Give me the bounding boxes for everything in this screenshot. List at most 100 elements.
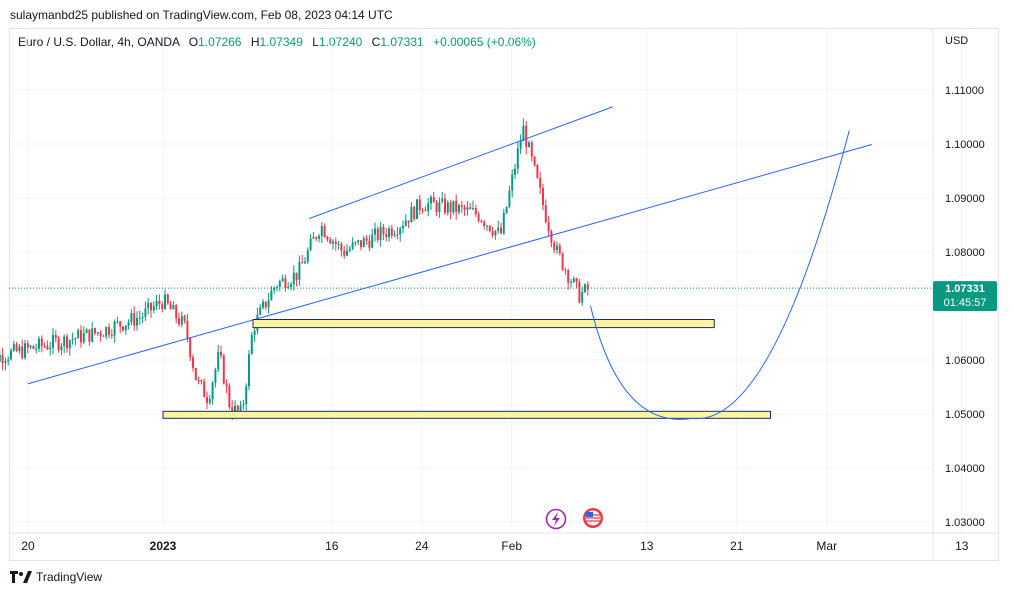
candle-body: [71, 339, 74, 341]
trendline[interactable]: [309, 106, 614, 219]
candle-body: [570, 281, 572, 283]
candle-body: [24, 343, 26, 358]
candle-body: [553, 242, 556, 251]
candle-body: [388, 228, 390, 237]
drawings[interactable]: [27, 106, 872, 420]
candle-body: [206, 397, 208, 403]
chart-frame: [9, 28, 999, 561]
symbol-title[interactable]: Euro / U.S. Dollar, 4h, OANDA: [18, 35, 180, 49]
candle-body: [536, 165, 539, 178]
price-tick-label: 1.10000: [945, 139, 985, 151]
time-tick-label: 24: [415, 539, 429, 553]
candle-body: [312, 237, 315, 239]
candle-body: [558, 245, 561, 254]
candle-body: [385, 234, 388, 237]
candle-body: [413, 206, 416, 219]
close-label: C: [371, 35, 381, 49]
candle-body: [334, 241, 337, 245]
candle-body: [284, 278, 287, 289]
price-tick-label: 1.11000: [945, 85, 984, 97]
candle-body: [141, 316, 144, 318]
trendline[interactable]: [27, 144, 872, 385]
candle-body: [0, 354, 1, 362]
candle-body: [138, 317, 141, 319]
candle-body: [287, 286, 290, 289]
candle-body: [466, 207, 469, 210]
candle-body: [539, 177, 542, 188]
last-price-value: 1.07331: [945, 283, 985, 295]
support-zone[interactable]: [162, 410, 771, 419]
candle-body: [402, 225, 404, 229]
candle-body: [222, 355, 225, 384]
change-value: +0.00065 (+0.06%): [433, 35, 536, 49]
candle-body: [399, 228, 402, 235]
candle-body: [236, 405, 239, 411]
candle-body: [469, 207, 472, 210]
price-tick-label: 1.05000: [945, 409, 985, 421]
candle-body: [486, 225, 488, 227]
candle-body: [340, 243, 343, 251]
candle-body: [396, 234, 399, 236]
candle-body: [511, 174, 514, 191]
last-price-badge-bg: [933, 281, 997, 312]
support-zone[interactable]: [252, 319, 715, 329]
candle-body: [4, 361, 7, 364]
candle-body: [416, 199, 418, 219]
time-axis[interactable]: 20 2023 16 24 Feb 13 21 Mar 13: [21, 539, 968, 553]
candle-body: [505, 206, 508, 213]
candle-body: [35, 348, 38, 350]
projection-curve[interactable]: [590, 130, 850, 420]
candle-body: [430, 197, 432, 204]
candle-body: [530, 142, 533, 157]
candle-body: [127, 322, 130, 326]
candle-body: [200, 380, 203, 382]
price-tick-label: 1.09000: [945, 193, 985, 205]
time-tick-label: 16: [325, 539, 339, 553]
candle-body: [253, 330, 256, 335]
candle-body: [281, 278, 284, 282]
time-tick-label: Feb: [501, 539, 522, 553]
candle-body: [444, 198, 446, 213]
lightning-icon[interactable]: [545, 508, 567, 530]
candle-body: [147, 302, 150, 309]
high-value: 1.07349: [259, 35, 303, 49]
candle-body: [144, 308, 147, 317]
candle-body: [264, 301, 267, 308]
candle-body: [228, 386, 231, 408]
candle-body: [390, 228, 393, 236]
high-label: H: [250, 35, 260, 49]
candle-body: [424, 210, 427, 212]
price-tick-label: 1.04000: [945, 463, 985, 475]
candle-body: [474, 208, 477, 215]
candle-body: [533, 156, 536, 166]
candle-body: [276, 286, 278, 288]
candle-body: [80, 330, 82, 343]
candle-body: [116, 321, 119, 323]
candle-body: [242, 404, 245, 406]
tradingview-brand[interactable]: TradingView: [10, 570, 102, 584]
candle-body: [110, 334, 113, 336]
candle-body: [309, 238, 312, 251]
candle-body: [407, 220, 410, 223]
candle-body: [29, 345, 32, 348]
us-flag-icon[interactable]: [583, 508, 603, 528]
candle-body: [514, 168, 516, 175]
candle-body: [166, 294, 169, 304]
candle-body: [180, 316, 183, 325]
price-axis[interactable]: 1.110001.100001.090001.080001.070001.060…: [945, 85, 985, 529]
candle-body: [175, 305, 178, 319]
candle-body: [292, 272, 295, 285]
candle-body: [360, 240, 362, 248]
time-tick-label: 20: [21, 539, 35, 553]
candle-body: [348, 248, 351, 251]
candle-body: [7, 359, 10, 362]
candle-body: [133, 313, 136, 326]
candle-body: [12, 344, 15, 351]
candle-body: [547, 222, 550, 231]
candle-body: [239, 405, 242, 411]
candle-body: [516, 148, 519, 169]
candle-body: [522, 125, 525, 142]
candle-body: [52, 335, 54, 348]
bar-countdown: 01:45:57: [944, 297, 987, 309]
